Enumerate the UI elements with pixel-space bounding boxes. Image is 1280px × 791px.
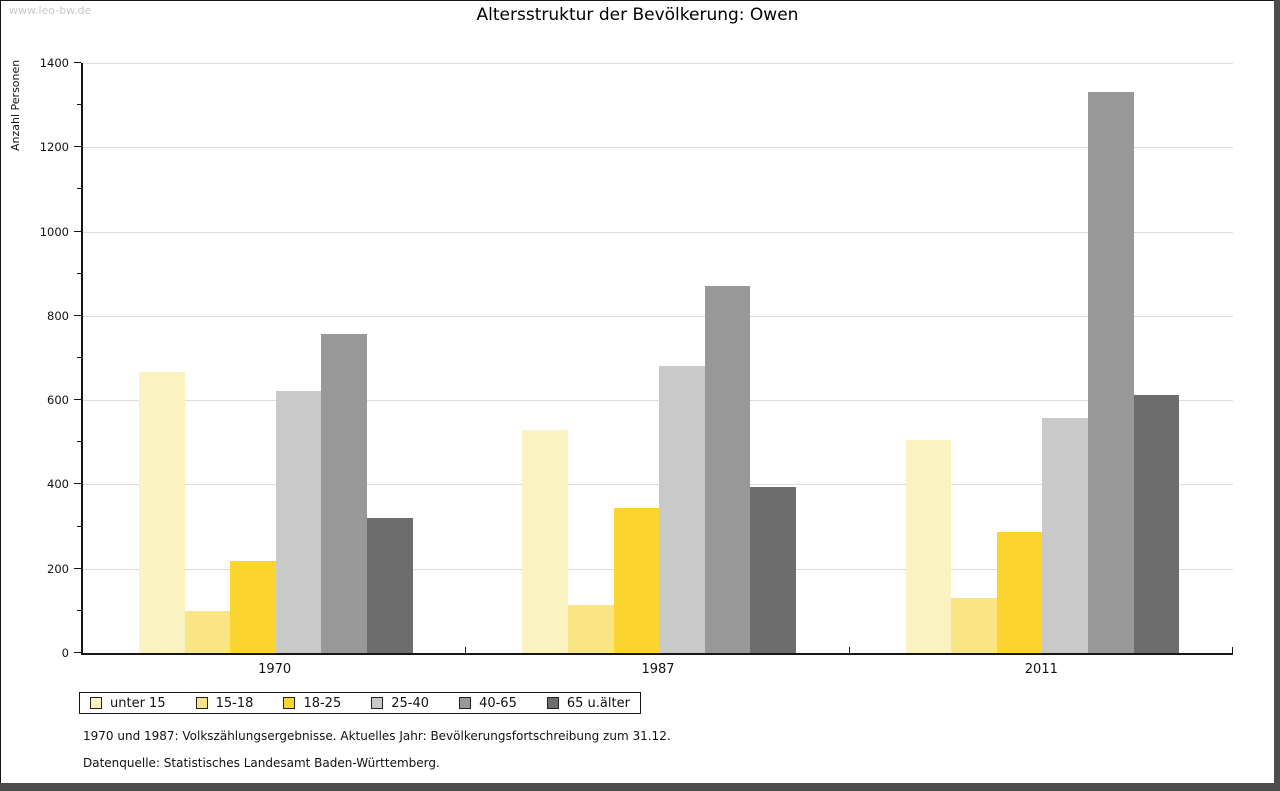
legend-swatch-18-25 [283, 697, 296, 709]
bar-2011-65-u-lter [1133, 394, 1180, 653]
legend-swatch-unter-15 [90, 697, 102, 709]
gridline-800 [83, 315, 1233, 317]
bar-2011-18-25 [996, 531, 1043, 653]
bar-1987-40-65 [704, 286, 751, 653]
gridline-400 [83, 484, 1233, 486]
y-minor-tick-500 [77, 441, 81, 443]
legend-label-65-u-lter: 65 u.älter [566, 695, 630, 711]
x-group-tick-1 [465, 647, 467, 653]
x-tick-label-1987: 1987 [641, 662, 675, 677]
bar-2011-25-40 [1042, 417, 1089, 653]
y-tick-label-1000: 1000 [39, 224, 69, 239]
legend-item-40-65: 40-65 [459, 696, 517, 711]
y-tick-label-600: 600 [47, 393, 69, 408]
gridline-600 [83, 400, 1233, 402]
y-major-tick-0 [74, 652, 81, 653]
y-tick-label-800: 800 [47, 308, 69, 323]
gridline-1000 [83, 231, 1233, 233]
y-tick-label-0: 0 [61, 646, 69, 660]
bar-1970-15-18 [184, 610, 231, 653]
bar-1970-unter-15 [139, 371, 185, 653]
bar-1970-65-u-lter [367, 518, 413, 653]
legend-item-18-25: 18-25 [283, 696, 341, 711]
y-major-tick-1000 [74, 230, 81, 232]
legend-item-unter-15: unter 15 [90, 696, 166, 711]
footnote-1: 1970 und 1987: Volkszählungsergebnisse. … [83, 729, 671, 743]
bar-1970-18-25 [230, 561, 276, 653]
bar-1970-40-65 [321, 333, 367, 653]
plot-area: 0 200 400 600 800 1000 1200 1400 1970 1987 2011 [40, 56, 1233, 677]
legend-swatch-25-40 [371, 697, 384, 709]
bar-1970-25-40 [275, 390, 322, 653]
gridline-1200 [83, 147, 1233, 149]
bar-1987-unter-15 [522, 429, 568, 653]
y-major-tick-1200 [74, 146, 81, 148]
y-major-tick-400 [74, 483, 81, 485]
page-title: Altersstruktur der Bevölkerung: Owen [476, 5, 799, 25]
legend-label-15-18: 15-18 [215, 695, 254, 711]
legend-swatch-40-65 [459, 697, 472, 709]
bar-2011-15-18 [951, 597, 997, 653]
bar-1987-15-18 [567, 605, 614, 653]
legend-label-40-65: 40-65 [479, 695, 517, 711]
y-tick-label-200: 200 [47, 561, 69, 576]
y-minor-tick-700 [77, 357, 81, 358]
gridline-1400 [83, 63, 1233, 64]
x-tick-label-1970: 1970 [258, 662, 292, 677]
bar-1987-25-40 [659, 365, 705, 653]
legend-item-15-18: 15-18 [195, 695, 254, 711]
legend-swatch-15-18 [195, 697, 208, 709]
bar-2011-40-65 [1088, 91, 1134, 653]
bar-1987-65-u-lter [750, 487, 796, 653]
y-tick-label-1400: 1400 [39, 56, 69, 70]
y-axis-title: Anzahl Personen [9, 59, 22, 151]
x-group-tick-2 [848, 647, 850, 653]
x-group-tick-3 [1232, 647, 1233, 653]
legend-label-unter-15: unter 15 [110, 695, 166, 711]
legend-item-25-40: 25-40 [371, 696, 429, 711]
y-tick-label-400: 400 [47, 477, 69, 492]
y-minor-tick-1300 [77, 104, 81, 106]
footnote-2: Datenquelle: Statistisches Landesamt Bad… [83, 756, 440, 770]
y-minor-tick-100 [77, 609, 81, 611]
legend: unter 15 15-18 18-25 25-40 40-65 65 u.älter [79, 692, 641, 714]
legend-label-25-40: 25-40 [391, 695, 430, 711]
x-tick-label-2011: 2011 [1024, 662, 1058, 677]
bar-1987-18-25 [613, 508, 660, 653]
y-major-tick-800 [74, 314, 81, 316]
legend-swatch-65-u-lter [546, 697, 559, 709]
legend-label-18-25: 18-25 [303, 695, 342, 711]
bar-2011-unter-15 [905, 440, 952, 653]
y-tick-label-1200: 1200 [39, 140, 69, 155]
y-major-tick-1400 [74, 62, 81, 63]
y-major-tick-600 [74, 399, 81, 401]
watermark: www.leo-bw.de [9, 4, 92, 17]
y-minor-tick-300 [77, 525, 81, 527]
y-major-tick-200 [74, 567, 81, 569]
y-minor-tick-900 [77, 272, 81, 274]
y-minor-tick-1100 [77, 188, 81, 190]
legend-item-65-u-lter: 65 u.älter [546, 695, 630, 711]
